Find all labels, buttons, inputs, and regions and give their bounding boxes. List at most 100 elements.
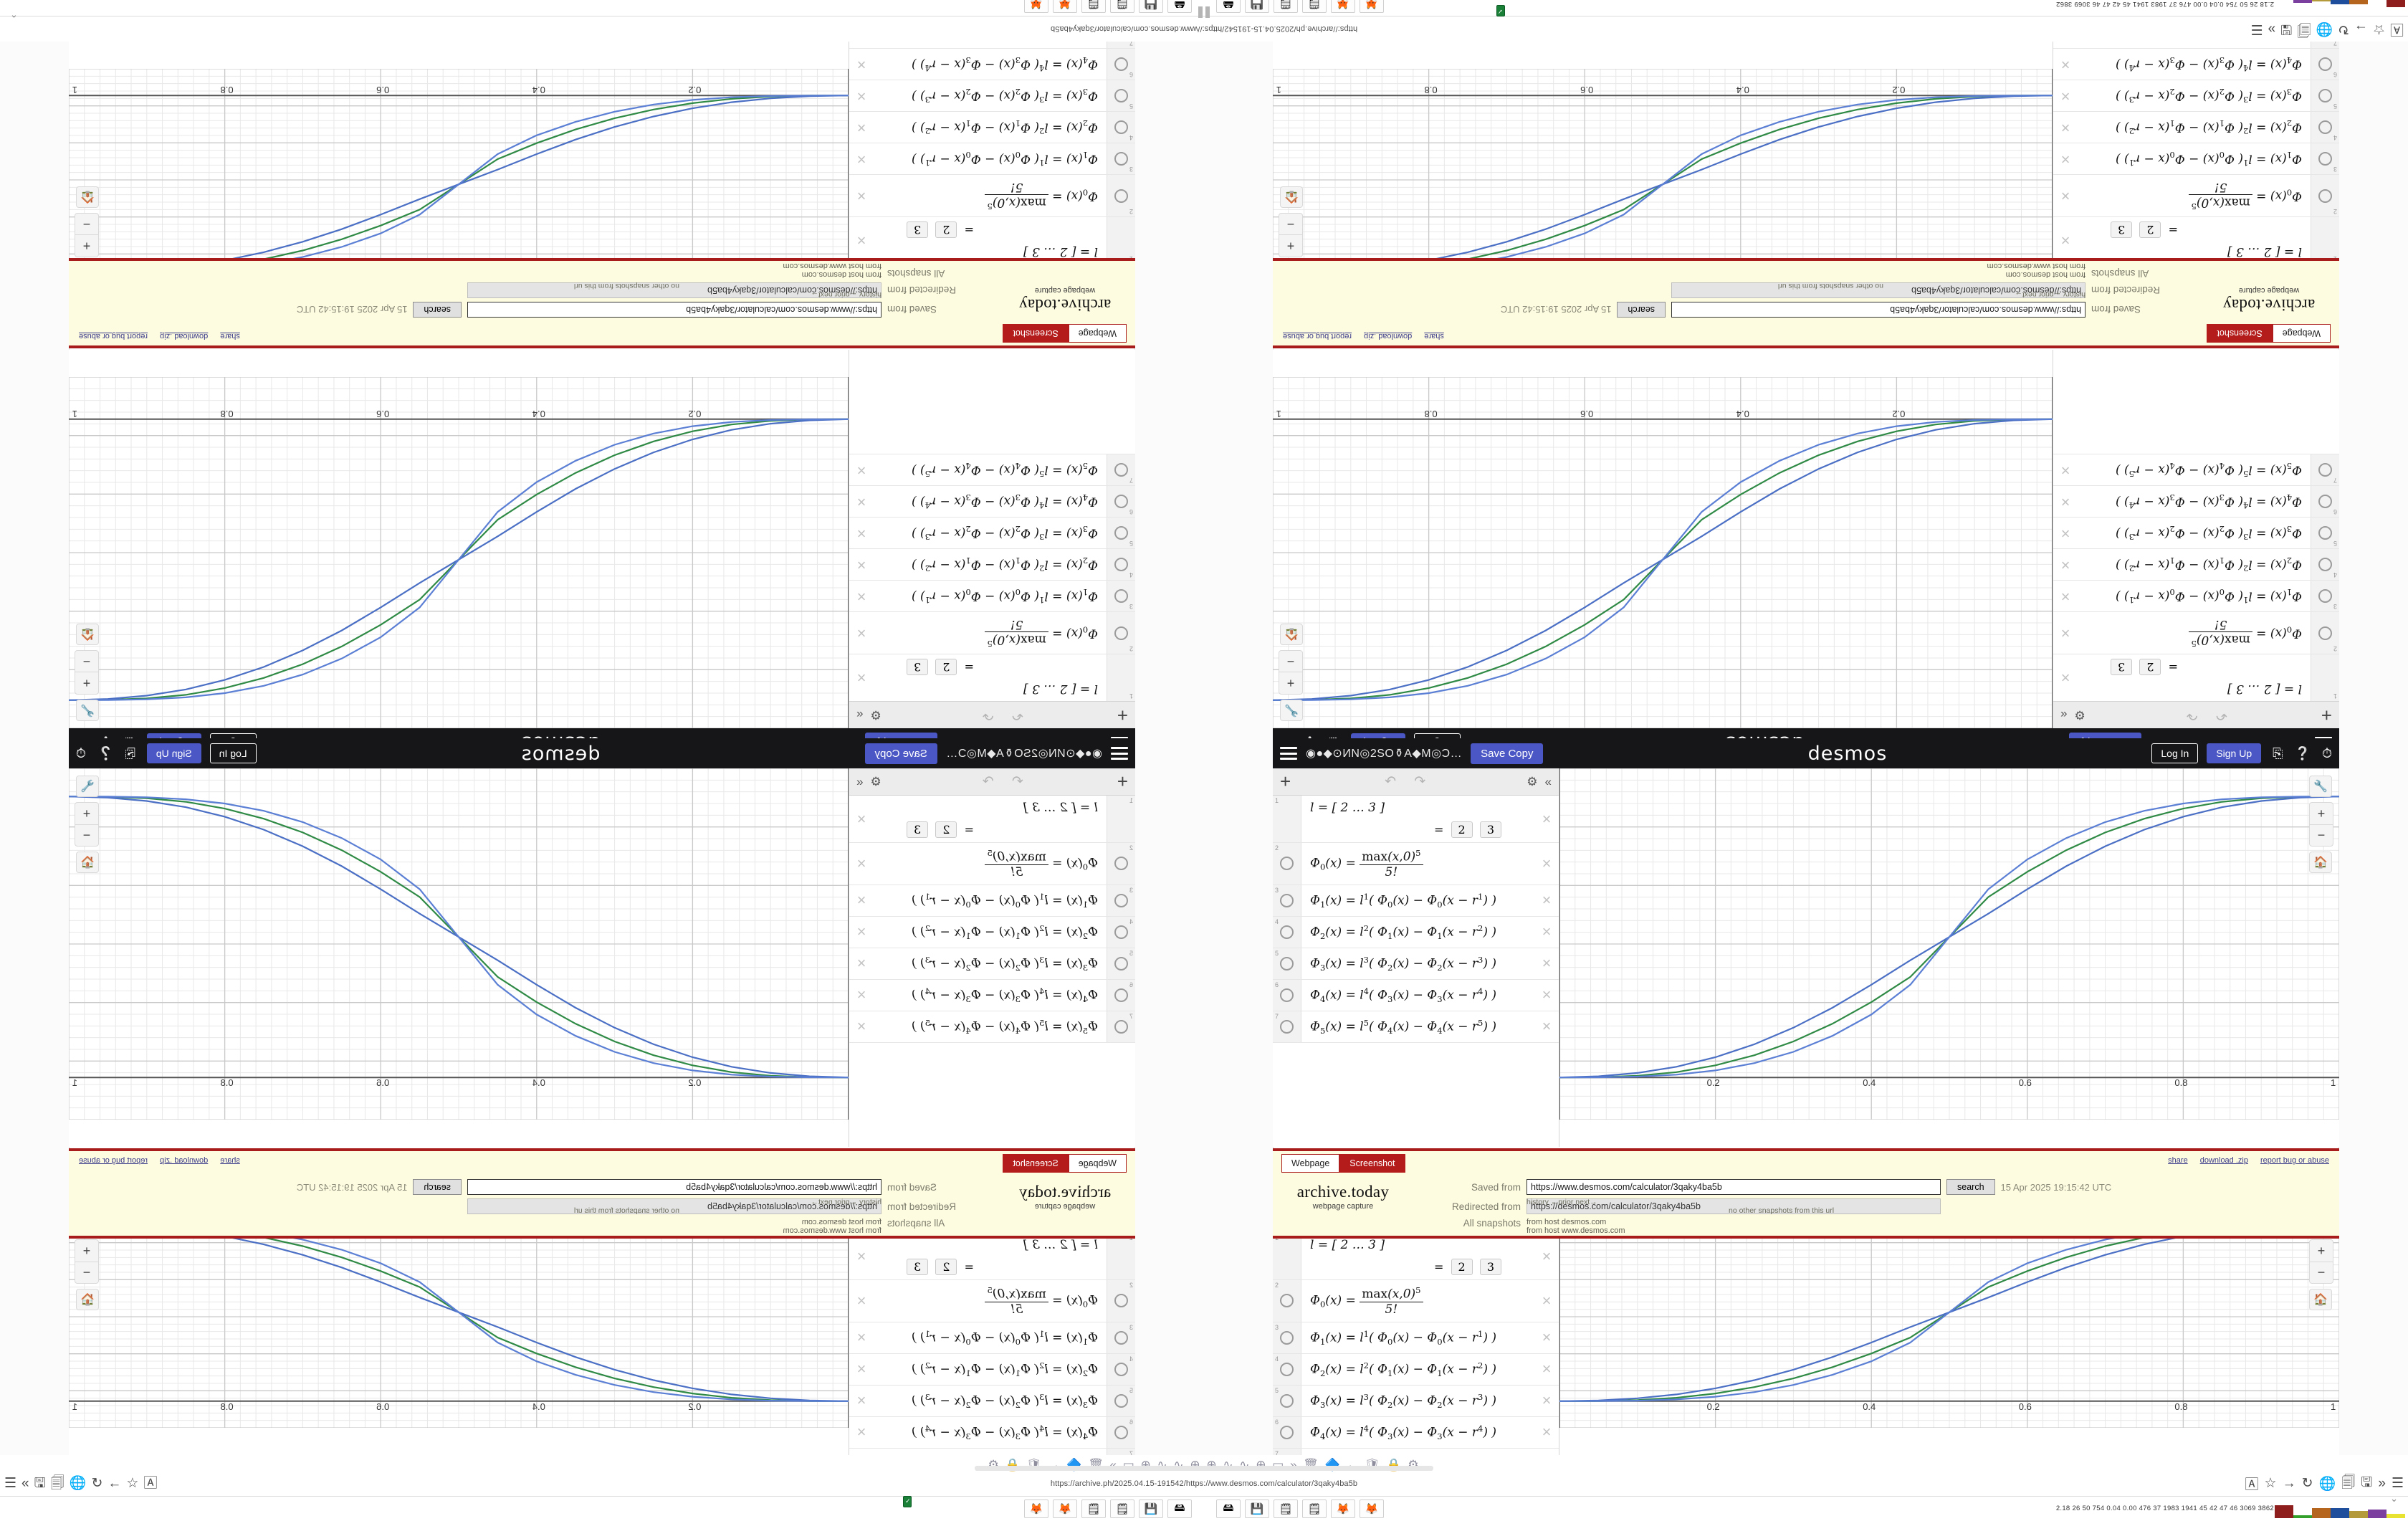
taskbar-firefox-4[interactable]: 🦊 [1024, 0, 1048, 13]
wrench-icon[interactable]: 🔧 [2309, 776, 2332, 797]
delete-expression-icon[interactable]: × [2053, 118, 2078, 137]
globe-icon[interactable]: 🌐 [70, 1477, 87, 1490]
zoom-in-icon[interactable]: + [75, 672, 98, 694]
result-chip[interactable]: 2 [935, 221, 957, 238]
zoom-out-icon[interactable]: − [75, 214, 98, 235]
expression-toggle[interactable] [1114, 120, 1128, 134]
taskbar-notepad-1[interactable]: 🗒 [1302, 0, 1327, 13]
save-copy-button[interactable]: Save Copy [1471, 743, 1543, 764]
expression-row[interactable]: 1 l = [ 2 … 3 ]= 2 3 × [1273, 796, 1559, 843]
taskbar-floppy-4[interactable]: 💾 [1245, 1499, 1269, 1518]
archive-link[interactable]: download .zip [160, 332, 208, 340]
expression-row[interactable]: 1 l = [ 2 … 3 ]= 2 3 × [849, 796, 1135, 843]
delete-expression-icon[interactable]: × [849, 150, 874, 168]
expression-toggle[interactable] [1114, 526, 1128, 540]
expression-row[interactable]: 3 Φ1(x) = l1( Φ0(x) − Φ0(x − r1) ) × [1273, 1322, 1559, 1354]
taskbar-bottom[interactable]: 🦊 🦊 🗒 🗒 💾 🖴 🖴 💾 🗒 🗒 🦊 🦊 2.18 26 50 754 0… [0, 1497, 2408, 1521]
archive-search-button[interactable]: search [413, 302, 462, 318]
expression-row[interactable]: 7 Φ5(x) = l5( Φ4(x) − Φ4(x − r5) ) × [849, 1011, 1135, 1043]
bookmark-star-icon[interactable]: ☆ [2265, 1475, 2277, 1492]
hamburger-menu-icon[interactable] [1280, 747, 1297, 760]
expression-math[interactable]: Φ1(x) = l1( Φ0(x) − Φ0(x − r1) ) [874, 145, 1107, 173]
graph-panel[interactable]: 0.20.40.60.81 🔧 + − 🏠 [69, 42, 849, 291]
gear-icon[interactable]: ⚙ [1526, 775, 1537, 789]
expression-row[interactable]: 6 Φ4(x) = l4( Φ3(x) − Φ3(x − r4) ) × [2053, 48, 2339, 80]
expression-row[interactable]: 3 Φ1(x) = l1( Φ0(x) − Φ0(x − r1) ) × [1273, 885, 1559, 917]
expression-row[interactable]: 5 Φ3(x) = l3( Φ2(x) − Φ2(x − r3) ) × [1273, 1386, 1559, 1417]
delete-expression-icon[interactable]: × [849, 1017, 874, 1036]
expression-math[interactable]: Φ1(x) = l1( Φ0(x) − Φ0(x − r1) ) [874, 1324, 1107, 1352]
delete-expression-icon[interactable]: × [849, 87, 874, 105]
chevron-double-icon[interactable]: « [22, 1477, 29, 1490]
delete-expression-icon[interactable]: × [849, 810, 874, 829]
expression-panel[interactable]: + ↶ ↷ ⚙ « 1 l = [ 2 … 3 ]= 2 3 × 2 Φ0(x)… [1273, 768, 1559, 1147]
battery-icon[interactable]: 🗐 [2297, 22, 2311, 36]
translate-icon[interactable]: 🄰 [2390, 22, 2404, 36]
address-bar-bottom[interactable]: https://archive.ph/2025.04.15-191542/htt… [1051, 1479, 1357, 1488]
expression-toggle[interactable] [2318, 589, 2332, 603]
expression-row[interactable]: 4 Φ2(x) = l2( Φ1(x) − Φ1(x − r2) ) × [1273, 1354, 1559, 1386]
expression-math[interactable]: Φ5(x) = l5( Φ4(x) − Φ4(x − r5) ) [874, 456, 1107, 484]
expression-row[interactable]: 5 Φ3(x) = l3( Φ2(x) − Φ2(x − r3) ) × [2053, 80, 2339, 111]
expression-math[interactable]: Φ2(x) = l2( Φ1(x) − Φ1(x − r2) ) [2078, 113, 2311, 141]
page-panel-top-left[interactable]: ◉●◆⊙ИN◎2SO⚱A◆M◎Ɔ… Save Copy desmos Log I… [0, 42, 1204, 758]
result-chip[interactable]: 2 [935, 1259, 957, 1275]
graph-canvas[interactable] [69, 1206, 849, 1428]
archive-tab[interactable]: Webpage [2273, 324, 2331, 343]
archive-tab[interactable]: Screenshot [1003, 1154, 1068, 1173]
expression-math[interactable]: l = [ 2 … 3 ] [2078, 677, 2311, 701]
graph-tools[interactable]: 🔧 + − 🏠 [2309, 776, 2333, 873]
graph-panel[interactable]: 0.20.40.60.81 🔧 + − 🏠 [1273, 42, 2053, 291]
collapse-icon[interactable]: « [1545, 775, 1552, 789]
undo-redo-group[interactable]: ↶ ↷ [1291, 773, 1526, 790]
expression-toggle[interactable] [1114, 495, 1128, 508]
delete-expression-icon[interactable]: × [2053, 87, 2078, 105]
expression-row[interactable]: 3 Φ1(x) = l1( Φ0(x) − Φ0(x − r1) ) × [2053, 143, 2339, 174]
expression-row[interactable]: 3 Φ1(x) = l1( Φ0(x) − Φ0(x − r1) ) × [849, 143, 1135, 174]
expression-row[interactable]: 5 Φ3(x) = l3( Φ2(x) − Φ2(x − r3) ) × [1273, 948, 1559, 980]
expression-toggle[interactable] [1280, 988, 1294, 1002]
archive-link[interactable]: download .zip [2200, 1156, 2248, 1165]
expression-toggle[interactable] [1280, 957, 1294, 971]
expression-math[interactable]: Φ5(x) = l5( Φ4(x) − Φ4(x − r5) ) [874, 42, 1107, 47]
expression-toggle[interactable] [2318, 152, 2332, 166]
expression-toggle[interactable] [1280, 1426, 1294, 1439]
expression-list[interactable]: 1 l = [ 2 … 3 ]= 2 3 × 2 Φ0(x) = max(x,0… [849, 1233, 1135, 1455]
expression-math[interactable]: Φ4(x) = l4( Φ3(x) − Φ3(x − r4) ) [874, 50, 1107, 78]
zoom-controls[interactable]: + − [2309, 1239, 2333, 1284]
expression-math[interactable]: Φ3(x) = l3( Φ2(x) − Φ2(x − r3) ) [874, 1387, 1107, 1415]
gear-icon[interactable]: ⚙ [870, 775, 881, 789]
expression-math[interactable]: Φ4(x) = l4( Φ3(x) − Φ3(x − r4) ) [2078, 487, 2311, 515]
menu-icon[interactable]: ☰ [2251, 22, 2263, 36]
zoom-out-icon[interactable]: − [75, 1262, 98, 1283]
expression-math[interactable]: Φ4(x) = l4( Φ3(x) − Φ3(x − r4) ) [874, 1419, 1107, 1446]
expression-math[interactable]: l = [ 2 … 3 ] [1301, 796, 1534, 820]
expression-math[interactable]: Φ3(x) = l3( Φ2(x) − Φ2(x − r3) ) [2078, 519, 2311, 547]
expression-row[interactable]: 6 Φ4(x) = l4( Φ3(x) − Φ3(x − r4) ) × [2053, 485, 2339, 517]
taskbar-floppy-2[interactable]: 🖴 [1167, 1499, 1192, 1518]
result-chip[interactable]: 3 [1480, 1259, 1501, 1275]
taskbar-floppy-1[interactable]: 💾 [1245, 0, 1269, 13]
expression-row[interactable]: 4 Φ2(x) = l2( Φ1(x) − Φ1(x − r2) ) × [1273, 917, 1559, 948]
expression-list[interactable]: 1 l = [ 2 … 3 ]= 2 3 × 2 Φ0(x) = max(x,0… [2053, 350, 2339, 701]
expression-row[interactable]: 6 Φ4(x) = l4( Φ3(x) − Φ3(x − r4) ) × [1273, 1417, 1559, 1449]
archive-link[interactable]: share [2168, 1156, 2188, 1165]
taskbar-notepad-3[interactable]: 🗒 [1274, 1499, 1298, 1518]
graph-panel[interactable]: 0.20.40.60.81 🔧 + − 🏠 [69, 1206, 849, 1455]
expression-row[interactable]: 7 Φ5(x) = l5( Φ4(x) − Φ4(x − r5) ) × [1273, 1011, 1559, 1043]
archive-link[interactable]: share [220, 332, 240, 340]
expression-row[interactable]: 7 Φ5(x) = l5( Φ4(x) − Φ4(x − r5) ) × [2053, 42, 2339, 48]
result-chip[interactable]: 2 [1451, 821, 1473, 838]
translate-icon[interactable]: 🄰 [143, 1477, 157, 1490]
expression-panel[interactable]: + ↶ ↷ ⚙ « 1 l = [ 2 … 3 ]= 2 3 × 2 Φ0(x)… [2053, 350, 2339, 728]
expression-toggle[interactable] [1114, 1020, 1128, 1034]
result-chip[interactable]: 3 [2111, 221, 2132, 238]
taskbar[interactable]: 2.18 26 50 754 0.04 0.00 476 37 1983 194… [0, 0, 2408, 16]
expression-row[interactable]: 3 Φ1(x) = l1( Φ0(x) − Φ0(x − r1) ) × [849, 580, 1135, 611]
taskbar-floppy-2[interactable]: 🖴 [1216, 0, 1241, 13]
add-expression-button[interactable]: + [1280, 771, 1291, 793]
